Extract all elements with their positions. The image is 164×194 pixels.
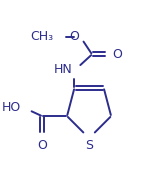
Text: CH₃: CH₃ (31, 30, 54, 43)
Text: HN: HN (54, 63, 73, 76)
Text: O: O (37, 139, 47, 152)
Text: HO: HO (2, 101, 21, 114)
Text: O: O (113, 48, 123, 61)
Text: O: O (69, 30, 79, 43)
Text: S: S (85, 139, 93, 152)
